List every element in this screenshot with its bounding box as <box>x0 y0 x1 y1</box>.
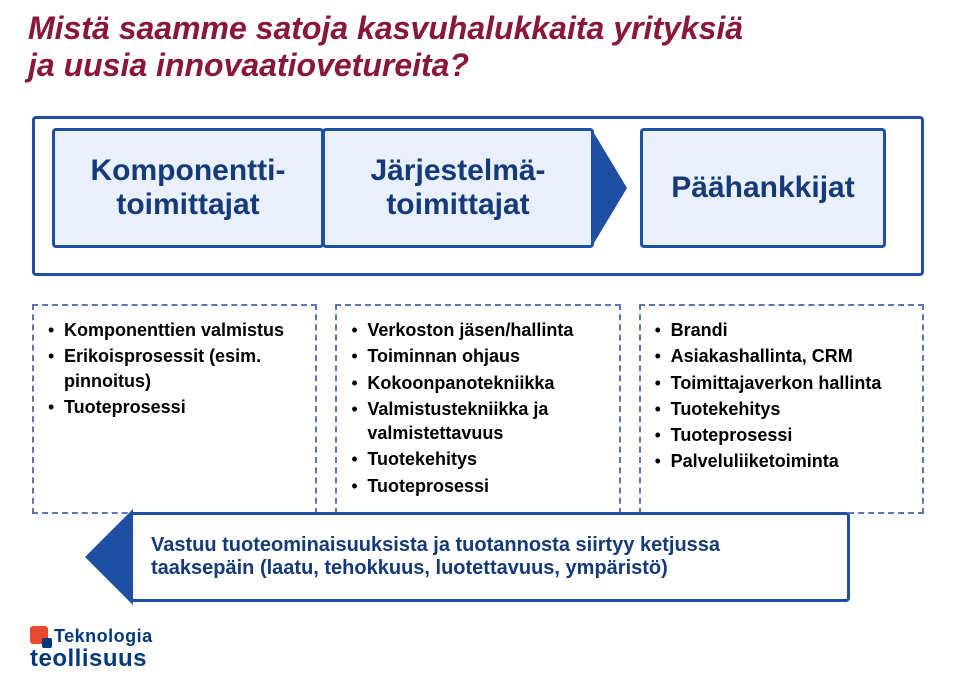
info-item: Erikoisprosessit (esim. pinnoitus) <box>48 344 301 393</box>
back-arrow-bar: Vastuu tuoteominaisuuksista ja tuotannos… <box>130 512 850 602</box>
logo-mark-icon <box>30 626 48 644</box>
info-box-2: BrandiAsiakashallinta, CRM Toimittajaverk… <box>639 304 924 514</box>
info-item: Kokoonpanotekniikka <box>351 371 604 395</box>
info-list: BrandiAsiakashallinta, CRM Toimittajaverk… <box>655 318 908 474</box>
chevron-label-l1: Komponentti- <box>91 154 286 188</box>
info-item: Tuotekehitys <box>351 447 604 471</box>
back-text-line-2: taaksepäin (laatu, tehokkuus, luotettavu… <box>151 557 720 580</box>
info-box-0: Komponenttien valmistusErikoisprosessit … <box>32 304 317 514</box>
info-item: Brandi <box>655 318 908 342</box>
info-item: Tuoteprosessi <box>351 474 604 498</box>
info-item: Valmistustekniikka ja valmistettavuus <box>351 397 604 446</box>
chevron-label-l2: toimittajat <box>370 188 545 222</box>
info-item: Tuoteprosessi <box>655 423 908 447</box>
slide: Mistä saamme satoja kasvuhalukkaita yrit… <box>0 0 960 689</box>
info-item: Toiminnan ohjaus <box>351 344 604 368</box>
back-text-line-1: Vastuu tuoteominaisuuksista ja tuotannos… <box>151 534 720 557</box>
chevron-box-1: Järjestelmä-toimittajat <box>322 128 594 248</box>
chevron-box-2: Päähankkijat <box>640 128 886 248</box>
title-line-1: Mistä saamme satoja kasvuhalukkaita yrit… <box>28 10 928 47</box>
info-list: Komponenttien valmistusErikoisprosessit … <box>48 318 301 419</box>
info-item: Tuoteprosessi <box>48 395 301 419</box>
info-box-1: Verkoston jäsen/hallintaToiminnan ohjaus… <box>335 304 620 514</box>
logo-line-2: teollisuus <box>30 645 153 673</box>
chevron-label: Päähankkijat <box>649 171 876 205</box>
info-item: Palveluliiketoiminta <box>655 449 908 473</box>
chevron-box-0: Komponentti-toimittajat <box>52 128 324 248</box>
slide-title: Mistä saamme satoja kasvuhalukkaita yrit… <box>28 10 928 84</box>
info-item: Tuotekehitys <box>655 397 908 421</box>
logo-text-1: Teknologia <box>54 626 153 646</box>
chevron-label-l1: Päähankkijat <box>671 171 854 205</box>
info-item: Verkoston jäsen/hallinta <box>351 318 604 342</box>
info-item: Toimittajaverkon hallinta <box>655 371 908 395</box>
info-row: Komponenttien valmistusErikoisprosessit … <box>32 304 924 514</box>
logo: Teknologia teollisuus <box>30 626 153 673</box>
info-item: Asiakashallinta, CRM <box>655 344 908 368</box>
back-arrow-text: Vastuu tuoteominaisuuksista ja tuotannos… <box>151 534 720 580</box>
info-item: Komponenttien valmistus <box>48 318 301 342</box>
logo-line-1: Teknologia <box>30 626 153 647</box>
chevron-label: Järjestelmä-toimittajat <box>348 154 567 222</box>
title-line-2: ja uusia innovaatiovetureita? <box>28 47 928 84</box>
info-list: Verkoston jäsen/hallintaToiminnan ohjaus… <box>351 318 604 498</box>
chevron-label-l2: toimittajat <box>91 188 286 222</box>
chevron-label-l1: Järjestelmä- <box>370 154 545 188</box>
chevron-label: Komponentti-toimittajat <box>69 154 308 222</box>
